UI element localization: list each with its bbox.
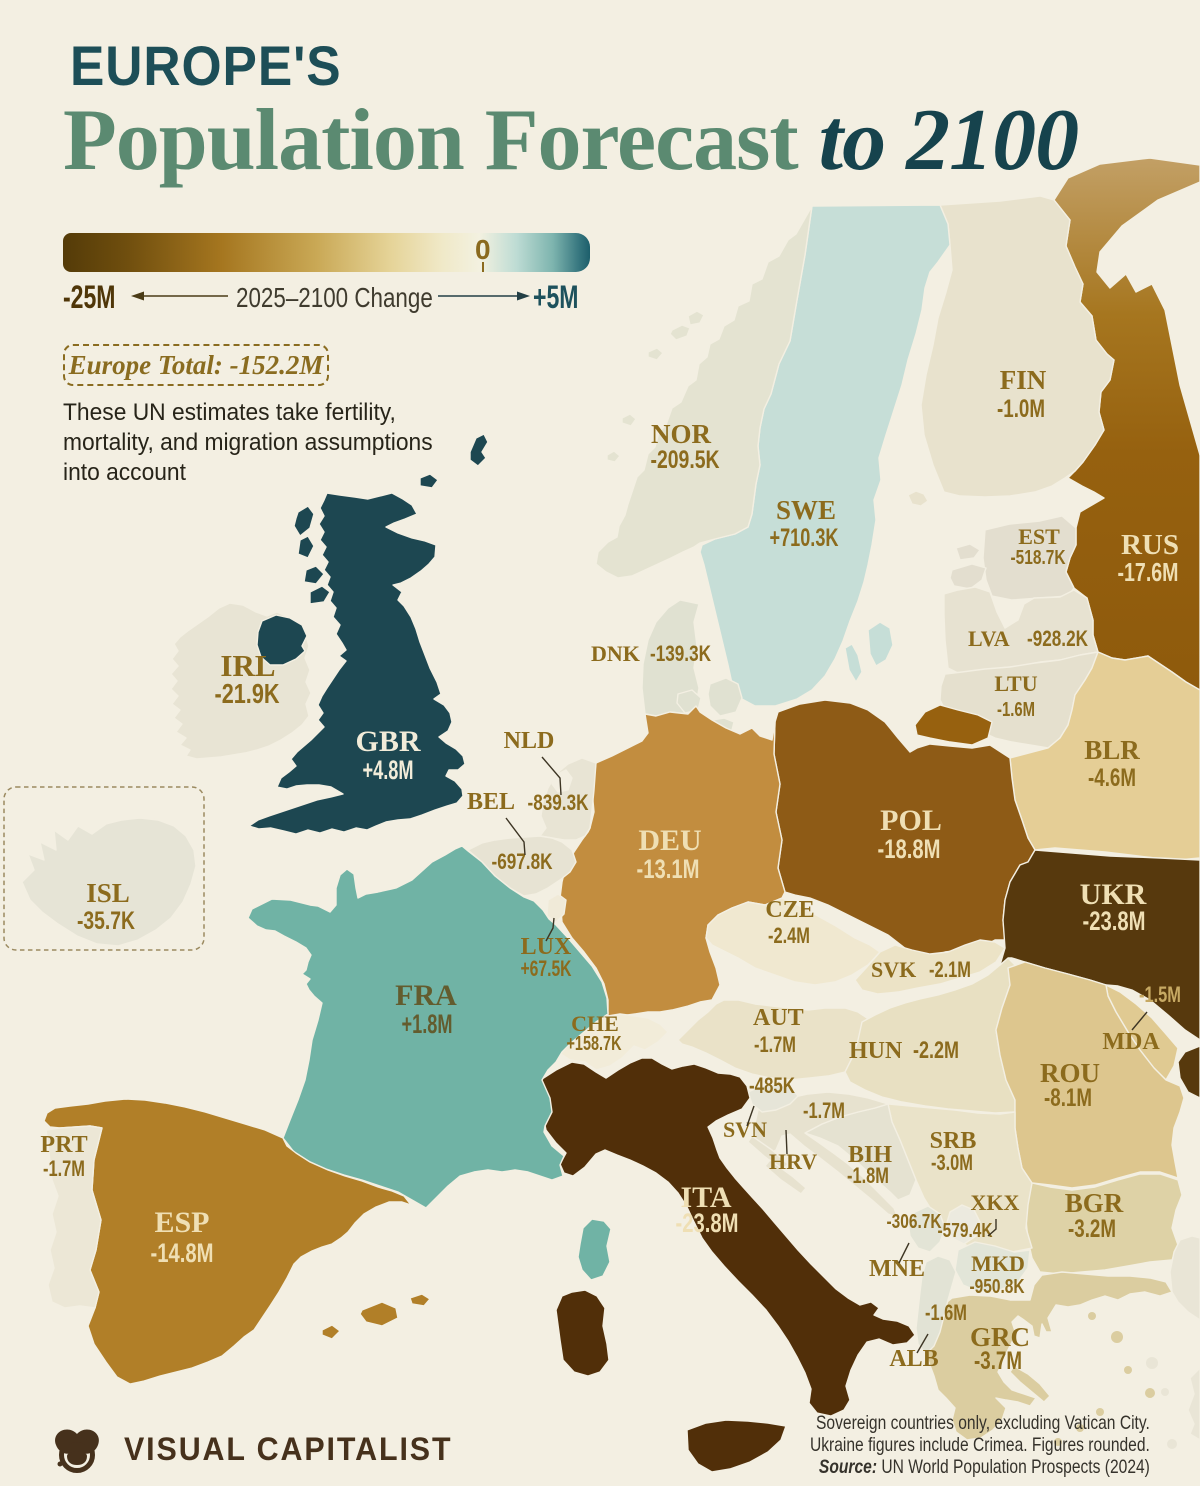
svg-text:MKD: MKD [971,1251,1025,1276]
svg-text:-8.1M: -8.1M [1044,1084,1092,1112]
svg-text:-2.4M: -2.4M [768,923,810,948]
svg-text:-1.0M: -1.0M [997,395,1045,423]
svg-text:SVK: SVK [871,957,916,982]
svg-text:GBR: GBR [355,725,420,758]
svg-text:-17.6M: -17.6M [1118,557,1179,587]
svg-text:-1.8M: -1.8M [847,1163,889,1188]
svg-text:IRL: IRL [220,648,275,683]
svg-text:-518.7K: -518.7K [1011,547,1066,569]
svg-text:-13.1M: -13.1M [637,854,700,884]
svg-text:-306.7K: -306.7K [887,1211,942,1233]
svg-text:-18.8M: -18.8M [878,834,941,864]
svg-text:-579.4K: -579.4K [938,1220,993,1242]
svg-text:RUS: RUS [1121,529,1179,561]
svg-text:FIN: FIN [1000,365,1047,395]
svg-text:DNK: DNK [591,641,640,666]
svg-text:HUN: HUN [849,1038,903,1064]
svg-text:EST: EST [1018,524,1060,549]
svg-text:-485K: -485K [749,1073,795,1098]
svg-text:HRV: HRV [769,1149,817,1174]
svg-text:LTU: LTU [994,671,1037,696]
svg-text:-1.6M: -1.6M [925,1300,967,1325]
svg-text:-23.8M: -23.8M [1083,906,1146,936]
svg-text:-4.6M: -4.6M [1088,764,1136,792]
svg-text:MDA: MDA [1102,1029,1160,1055]
svg-text:SWE: SWE [776,495,836,525]
svg-text:NOR: NOR [651,419,712,449]
svg-text:ESP: ESP [154,1206,209,1239]
svg-text:XKX: XKX [971,1190,1020,1215]
svg-text:DEU: DEU [638,824,701,857]
svg-text:-1.7M: -1.7M [43,1156,85,1181]
svg-text:-1.7M: -1.7M [754,1032,796,1057]
svg-text:ITA: ITA [680,1181,731,1214]
svg-text:-3.0M: -3.0M [931,1150,973,1175]
svg-text:BEL: BEL [467,789,515,815]
svg-text:NLD: NLD [504,728,555,754]
svg-text:BLR: BLR [1084,735,1140,765]
svg-text:-3.7M: -3.7M [974,1347,1022,1375]
svg-text:-1.7M: -1.7M [803,1098,845,1123]
svg-text:-950.8K: -950.8K [970,1276,1025,1298]
svg-text:PRT: PRT [40,1132,87,1158]
svg-text:LVA: LVA [968,626,1010,651]
svg-text:GRC: GRC [970,1322,1030,1352]
svg-text:-209.5K: -209.5K [651,446,720,474]
svg-text:+158.7K: +158.7K [567,1033,622,1055]
svg-text:-139.3K: -139.3K [650,641,711,666]
svg-text:+710.3K: +710.3K [770,524,839,552]
svg-text:AUT: AUT [753,1005,804,1031]
svg-text:POL: POL [880,804,942,837]
svg-text:-3.2M: -3.2M [1068,1215,1116,1243]
svg-text:-697.8K: -697.8K [492,849,553,874]
svg-text:+67.5K: +67.5K [521,956,572,981]
svg-text:+4.8M: +4.8M [363,755,414,785]
svg-text:+1.8M: +1.8M [402,1009,453,1039]
svg-text:-839.3K: -839.3K [528,790,589,815]
svg-text:ALB: ALB [889,1346,938,1372]
svg-text:-2.1M: -2.1M [929,957,971,982]
svg-text:CZE: CZE [765,897,814,923]
svg-text:-23.8M: -23.8M [676,1208,739,1238]
svg-text:BIH: BIH [848,1142,892,1168]
svg-text:ISL: ISL [86,878,130,908]
svg-text:-14.8M: -14.8M [151,1238,214,1268]
svg-text:-1.5M: -1.5M [1139,982,1181,1007]
svg-text:SRB: SRB [930,1128,977,1154]
svg-text:BGR: BGR [1065,1188,1124,1218]
svg-text:-35.7K: -35.7K [77,907,135,935]
svg-text:FRA: FRA [395,979,457,1012]
svg-text:CHE: CHE [571,1011,619,1036]
svg-text:UKR: UKR [1080,878,1147,911]
svg-text:LUX: LUX [521,934,572,960]
svg-text:ROU: ROU [1040,1058,1100,1088]
svg-text:-2.2M: -2.2M [913,1037,959,1064]
svg-text:MNE: MNE [869,1256,925,1282]
svg-text:-1.6M: -1.6M [997,699,1035,721]
svg-text:SVN: SVN [723,1117,767,1142]
svg-text:-928.2K: -928.2K [1027,626,1088,651]
svg-text:-21.9K: -21.9K [215,678,280,709]
